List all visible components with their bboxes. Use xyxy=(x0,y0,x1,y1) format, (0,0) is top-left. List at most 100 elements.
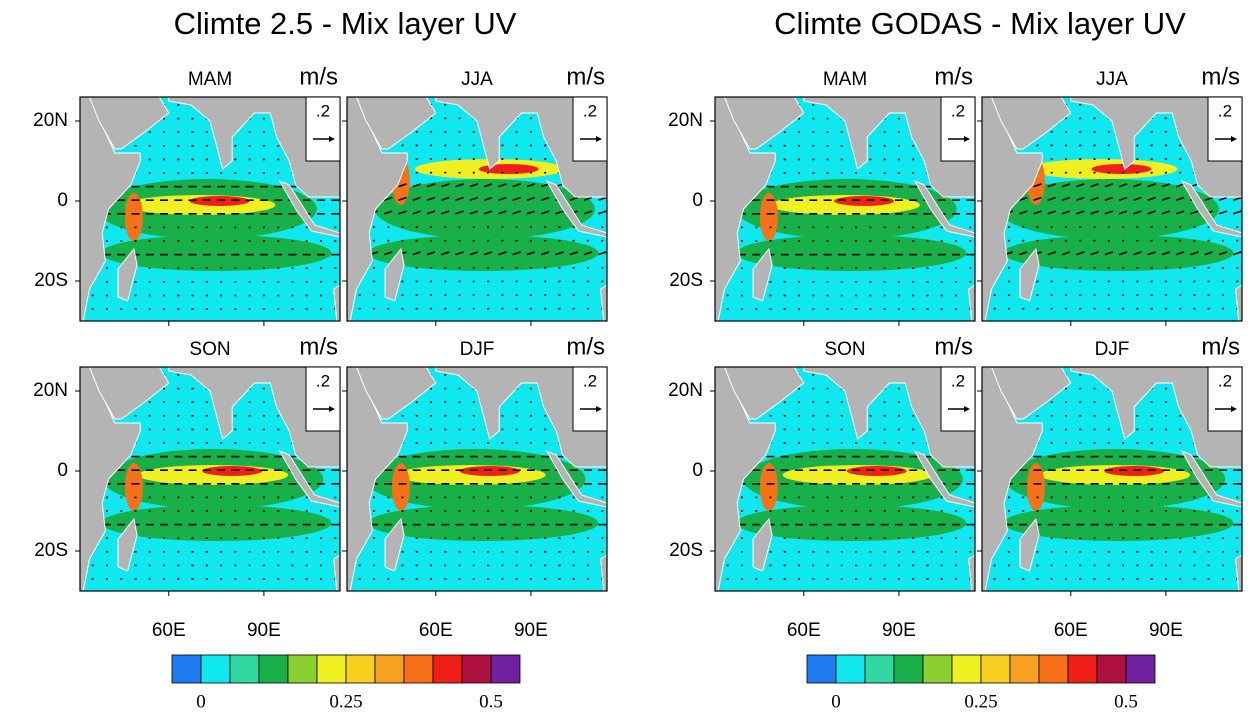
vector xyxy=(1107,157,1111,161)
vector xyxy=(1207,293,1210,297)
lon-tick-label: 60E xyxy=(787,620,821,641)
season-label: DJF xyxy=(1095,339,1130,360)
vector xyxy=(1150,225,1153,229)
shade xyxy=(368,235,599,271)
vector xyxy=(1164,171,1168,174)
vector xyxy=(401,307,404,310)
ref-value: .2 xyxy=(316,101,330,120)
colorbar-box xyxy=(951,654,982,684)
vector xyxy=(1164,144,1168,147)
vector xyxy=(486,266,490,269)
colorbar-box xyxy=(1038,654,1069,684)
vector xyxy=(372,266,376,269)
vector xyxy=(1021,225,1025,229)
vector xyxy=(1121,239,1125,242)
vector xyxy=(1064,293,1068,297)
vector xyxy=(415,307,419,310)
vector xyxy=(529,117,533,120)
vector xyxy=(401,280,404,283)
vector xyxy=(1204,196,1213,201)
map-panel: .2 MAM m/s 20N 0 20S xyxy=(668,63,976,326)
vector xyxy=(472,307,476,310)
vector xyxy=(1107,266,1111,269)
land xyxy=(1019,517,1040,572)
vector xyxy=(1061,196,1071,201)
ref-arrow-head xyxy=(964,406,970,412)
shade xyxy=(1026,463,1045,511)
vector xyxy=(529,157,533,161)
vector xyxy=(1064,225,1068,229)
vector xyxy=(529,266,533,269)
land xyxy=(968,284,975,321)
vector xyxy=(1064,117,1068,120)
land xyxy=(88,97,170,150)
vector xyxy=(472,225,476,229)
vector xyxy=(383,251,393,256)
vector xyxy=(1232,251,1242,256)
vector xyxy=(1133,196,1142,201)
vector xyxy=(1190,210,1199,215)
shade xyxy=(478,164,539,174)
land xyxy=(752,247,773,302)
land xyxy=(384,247,405,302)
vector xyxy=(429,307,433,310)
colorbar-box xyxy=(316,654,347,684)
vector xyxy=(1161,210,1171,215)
vector xyxy=(1175,183,1185,188)
colorbar-box xyxy=(461,654,492,684)
vector xyxy=(1133,251,1142,256)
vector xyxy=(458,157,461,161)
map-panel: .2 SON m/s 20N 0 20S 60E 90E xyxy=(668,333,976,641)
lon-tick-label: 90E xyxy=(514,620,548,641)
land xyxy=(80,367,141,591)
vector xyxy=(486,280,490,283)
vector xyxy=(1118,196,1128,201)
vector xyxy=(444,103,447,106)
vector xyxy=(1093,280,1096,283)
season-label: JJA xyxy=(461,69,493,90)
vector xyxy=(1061,183,1071,188)
land xyxy=(278,179,340,238)
vector xyxy=(1147,196,1156,201)
vector xyxy=(1136,266,1139,269)
vector xyxy=(412,196,422,201)
vector xyxy=(543,225,547,229)
vector xyxy=(515,157,518,161)
vector xyxy=(993,293,996,297)
vector xyxy=(1076,251,1085,256)
vector xyxy=(1064,144,1068,147)
land xyxy=(355,367,437,420)
vector xyxy=(586,293,590,297)
vector xyxy=(415,157,419,161)
vector xyxy=(993,307,996,310)
vector xyxy=(1147,183,1156,188)
land xyxy=(545,449,607,508)
vector xyxy=(1193,225,1196,229)
vector xyxy=(1164,117,1168,120)
vector xyxy=(429,144,433,147)
vector xyxy=(1178,239,1182,242)
vector xyxy=(597,251,607,256)
colorbar-box xyxy=(806,654,837,684)
vector xyxy=(1164,130,1168,133)
vector xyxy=(383,210,393,215)
vector xyxy=(483,183,493,188)
vector xyxy=(1207,307,1210,310)
vector xyxy=(1104,251,1114,256)
ref-value: .2 xyxy=(1218,371,1232,390)
vector xyxy=(1079,225,1082,229)
lat-tick-label: 20S xyxy=(669,270,703,291)
vector xyxy=(429,280,433,283)
lat-tick-label: 0 xyxy=(57,190,68,211)
colorbar-tick-label: 0 xyxy=(196,691,206,712)
vector xyxy=(540,210,550,215)
vector xyxy=(1218,210,1228,215)
vector xyxy=(501,144,504,147)
vector xyxy=(441,196,450,201)
ref-arrow-head xyxy=(1231,406,1237,412)
vector xyxy=(597,210,607,215)
vector xyxy=(543,171,547,174)
vector xyxy=(1064,157,1068,161)
vector xyxy=(586,307,590,310)
vector xyxy=(441,210,450,215)
